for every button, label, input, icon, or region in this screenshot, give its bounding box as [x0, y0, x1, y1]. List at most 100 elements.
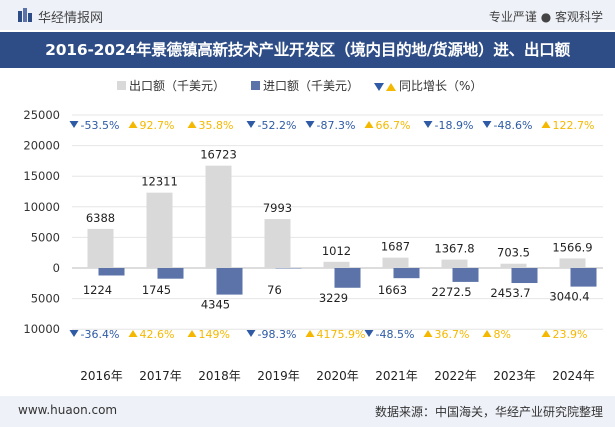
- x-tick-label: 2016年: [80, 369, 123, 383]
- data-label-export: 16723: [200, 148, 237, 162]
- import-growth-down-triangle-icon: [246, 330, 256, 337]
- data-label-export: 12311: [141, 175, 178, 189]
- export-growth-up-triangle-icon: [541, 121, 551, 128]
- import-growth-down-triangle-icon: [364, 330, 374, 337]
- data-label-import: 4345: [201, 298, 230, 312]
- bar-export: [264, 219, 291, 268]
- data-label-export: 703.5: [497, 246, 530, 260]
- export-growth-label: 66.7%: [376, 119, 411, 132]
- import-growth-up-triangle-icon: [541, 330, 551, 337]
- legend-label-export: 出口额（千美元）: [129, 79, 225, 93]
- footer-source: 数据来源：中国海关，华经产业研究院整理: [374, 405, 603, 419]
- y-tick-label: 15000: [23, 169, 60, 183]
- export-growth-label: -53.5%: [81, 119, 120, 132]
- bar-import: [511, 268, 538, 284]
- x-tick-label: 2020年: [316, 369, 359, 383]
- data-label-import: 1663: [378, 283, 407, 297]
- x-tick-label: 2023年: [493, 369, 536, 383]
- import-growth-up-triangle-icon: [187, 330, 197, 337]
- export-growth-label: 35.8%: [199, 119, 234, 132]
- brand-name: 华经情报网: [38, 11, 104, 26]
- import-growth-label: 36.7%: [435, 328, 470, 341]
- y-tick-label: 10000: [23, 322, 60, 336]
- import-growth-label: 42.6%: [140, 328, 175, 341]
- data-label-import: 2272.5: [431, 285, 471, 299]
- bar-import: [570, 268, 597, 287]
- y-tick-label: 25000: [23, 108, 60, 122]
- data-label-export: 1012: [322, 244, 351, 258]
- bar-export: [205, 165, 232, 268]
- legend-down-triangle-icon: [374, 83, 384, 91]
- bar-export: [382, 257, 409, 268]
- bar-export: [87, 228, 114, 268]
- bar-import: [216, 268, 243, 295]
- legend-swatch-export: [117, 81, 126, 90]
- data-label-import: 76: [267, 283, 282, 297]
- bar-export: [441, 259, 468, 268]
- import-growth-label: -98.3%: [258, 328, 297, 341]
- import-growth-label: 23.9%: [553, 328, 588, 341]
- export-growth-up-triangle-icon: [128, 121, 138, 128]
- bar-import: [452, 268, 479, 282]
- import-growth-label: -48.5%: [376, 328, 415, 341]
- chart-title: 2016-2024年景德镇高新技术产业开发区（境内目的地/货源地）进、出口额: [0, 32, 615, 68]
- x-tick-label: 2024年: [552, 369, 595, 383]
- bar-export: [559, 258, 586, 268]
- x-tick-label: 2019年: [257, 369, 300, 383]
- x-tick-label: 2018年: [198, 369, 241, 383]
- data-label-export: 1566.9: [552, 240, 592, 254]
- import-growth-up-triangle-icon: [423, 330, 433, 337]
- export-growth-label: 92.7%: [140, 119, 175, 132]
- export-growth-down-triangle-icon: [69, 121, 79, 128]
- y-tick-label: 20000: [23, 139, 60, 153]
- x-tick-label: 2022年: [434, 369, 477, 383]
- footer-url: www.huaon.com: [18, 403, 118, 417]
- y-tick-label: 5000: [31, 292, 60, 306]
- legend-label-import: 进口额（千美元）: [263, 79, 359, 93]
- data-label-import: 1745: [142, 283, 171, 297]
- bar-import: [157, 268, 184, 279]
- top-bar: 华经情报网 专业严谨 ● 客观科学: [0, 0, 615, 30]
- legend-swatch-import: [251, 81, 260, 90]
- import-growth-label: -36.4%: [81, 328, 120, 341]
- bar-import: [334, 268, 361, 288]
- y-tick-label: 0: [53, 261, 60, 275]
- bar-export: [146, 192, 173, 268]
- export-growth-label: 122.7%: [553, 119, 595, 132]
- import-growth-up-triangle-icon: [482, 330, 492, 337]
- export-growth-down-triangle-icon: [246, 121, 256, 128]
- import-growth-up-triangle-icon: [128, 330, 138, 337]
- export-growth-label: -52.2%: [258, 119, 297, 132]
- legend-up-triangle-icon: [386, 83, 396, 91]
- footer: www.huaon.com 数据来源：中国海关，华经产业研究院整理: [0, 396, 615, 427]
- export-growth-down-triangle-icon: [482, 121, 492, 128]
- bar-import: [393, 268, 420, 279]
- x-tick-label: 2017年: [139, 369, 182, 383]
- import-growth-label: 149%: [199, 328, 230, 341]
- data-label-import: 2453.7: [490, 286, 530, 300]
- data-label-export: 7993: [263, 201, 292, 215]
- export-growth-down-triangle-icon: [305, 121, 315, 128]
- import-growth-up-triangle-icon: [305, 330, 315, 337]
- data-label-import: 3040.4: [549, 290, 589, 304]
- chart: 25000 20000 15000 10000 5000 0 5000 10000 出口额（千美…: [23, 79, 603, 383]
- data-label-import: 1224: [83, 283, 112, 297]
- data-label-export: 6388: [86, 211, 115, 225]
- data-label-export: 1367.8: [434, 242, 474, 256]
- slogan: 专业严谨 ● 客观科学: [488, 10, 603, 24]
- export-growth-up-triangle-icon: [364, 121, 374, 128]
- export-growth-label: -18.9%: [435, 119, 474, 132]
- bar-export: [323, 261, 350, 268]
- export-growth-up-triangle-icon: [187, 121, 197, 128]
- import-growth-label: 8%: [494, 328, 511, 341]
- export-growth-label: -48.6%: [494, 119, 533, 132]
- import-growth-down-triangle-icon: [69, 330, 79, 337]
- logo-icon: [18, 8, 32, 22]
- bar-import: [98, 268, 125, 276]
- y-tick-label: 10000: [23, 200, 60, 214]
- x-tick-label: 2021年: [375, 369, 418, 383]
- data-label-import: 3229: [319, 291, 348, 305]
- legend-label-growth: 同比增长（%）: [399, 79, 482, 93]
- bar-export: [500, 263, 527, 268]
- export-growth-down-triangle-icon: [423, 121, 433, 128]
